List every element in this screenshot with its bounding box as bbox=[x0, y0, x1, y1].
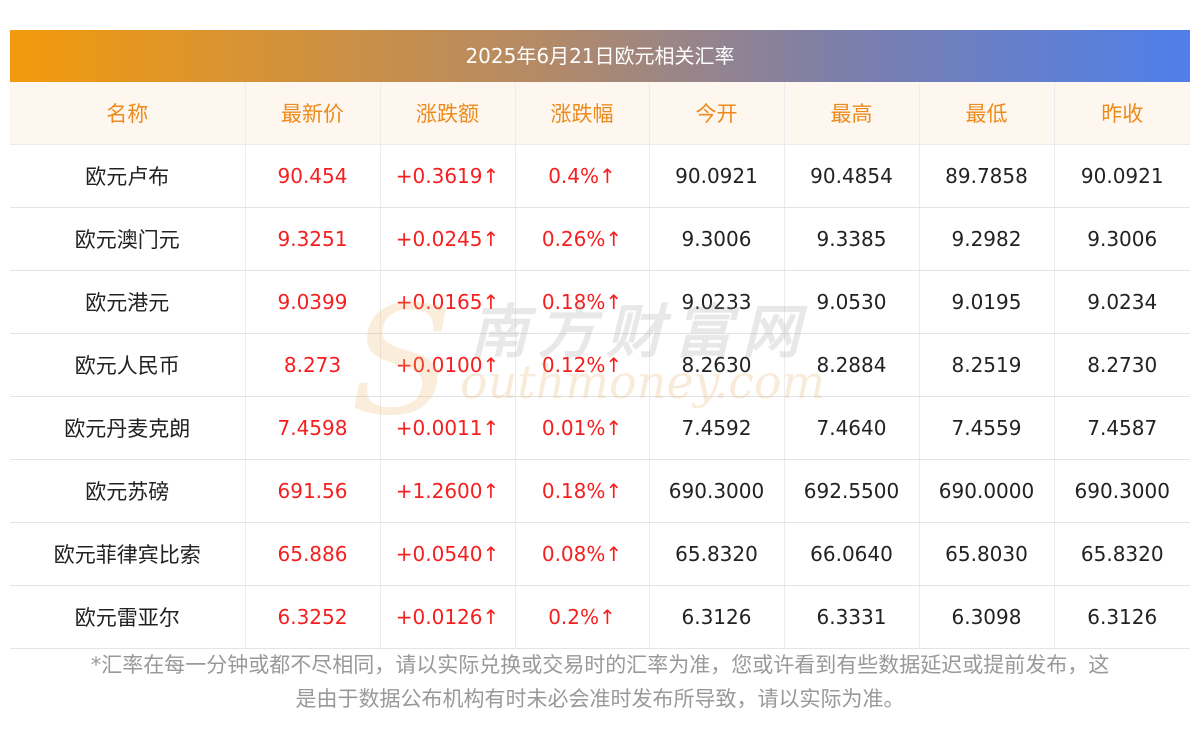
row-name: 欧元丹麦克朗 bbox=[10, 396, 246, 460]
row-high: 6.3331 bbox=[784, 585, 920, 649]
row-prev-close: 6.3126 bbox=[1054, 585, 1190, 649]
table-row: 欧元澳门元 9.3251 +0.0245↑ 0.26%↑ 9.3006 9.33… bbox=[10, 207, 1190, 271]
row-change: +1.2600↑ bbox=[380, 459, 516, 523]
table-row: 欧元雷亚尔 6.3252 +0.0126↑ 0.2%↑ 6.3126 6.333… bbox=[10, 585, 1190, 649]
header-open: 今开 bbox=[649, 82, 785, 145]
table-row: 欧元人民币 8.273 +0.0100↑ 0.12%↑ 8.2630 8.288… bbox=[10, 333, 1190, 397]
row-low: 65.8030 bbox=[919, 522, 1055, 586]
row-high: 8.2884 bbox=[784, 333, 920, 397]
row-latest: 65.886 bbox=[245, 522, 381, 586]
row-latest: 9.3251 bbox=[245, 207, 381, 271]
table-row: 欧元菲律宾比索 65.886 +0.0540↑ 0.08%↑ 65.8320 6… bbox=[10, 522, 1190, 586]
row-open: 9.0233 bbox=[649, 270, 785, 334]
row-open: 690.3000 bbox=[649, 459, 785, 523]
row-open: 90.0921 bbox=[649, 144, 785, 208]
row-low: 8.2519 bbox=[919, 333, 1055, 397]
row-open: 7.4592 bbox=[649, 396, 785, 460]
row-latest: 691.56 bbox=[245, 459, 381, 523]
row-high: 692.5500 bbox=[784, 459, 920, 523]
row-latest: 8.273 bbox=[245, 333, 381, 397]
row-low: 6.3098 bbox=[919, 585, 1055, 649]
disclaimer-note: *汇率在每一分钟或都不尽相同，请以实际兑换或交易时的汇率为准，您或许看到有些数据… bbox=[10, 648, 1190, 716]
table-row: 欧元卢布 90.454 +0.3619↑ 0.4%↑ 90.0921 90.48… bbox=[10, 144, 1190, 208]
row-high: 7.4640 bbox=[784, 396, 920, 460]
row-change: +0.0245↑ bbox=[380, 207, 516, 271]
row-latest: 6.3252 bbox=[245, 585, 381, 649]
row-change-pct: 0.4%↑ bbox=[515, 144, 650, 208]
table-row: 欧元苏磅 691.56 +1.2600↑ 0.18%↑ 690.3000 692… bbox=[10, 459, 1190, 523]
row-name: 欧元澳门元 bbox=[10, 207, 246, 271]
header-low: 最低 bbox=[919, 82, 1055, 145]
header-name: 名称 bbox=[10, 82, 246, 145]
row-prev-close: 9.3006 bbox=[1054, 207, 1190, 271]
header-high: 最高 bbox=[784, 82, 920, 145]
row-low: 7.4559 bbox=[919, 396, 1055, 460]
rates-panel: 2025年6月21日欧元相关汇率 名称 最新价 涨跌额 涨跌幅 今开 最高 最低… bbox=[10, 30, 1190, 649]
row-low: 9.2982 bbox=[919, 207, 1055, 271]
row-high: 9.0530 bbox=[784, 270, 920, 334]
row-name: 欧元雷亚尔 bbox=[10, 585, 246, 649]
row-latest: 7.4598 bbox=[245, 396, 381, 460]
row-prev-close: 8.2730 bbox=[1054, 333, 1190, 397]
table-row: 欧元港元 9.0399 +0.0165↑ 0.18%↑ 9.0233 9.053… bbox=[10, 270, 1190, 334]
row-name: 欧元菲律宾比索 bbox=[10, 522, 246, 586]
row-low: 690.0000 bbox=[919, 459, 1055, 523]
row-high: 90.4854 bbox=[784, 144, 920, 208]
row-change-pct: 0.01%↑ bbox=[515, 396, 650, 460]
row-prev-close: 7.4587 bbox=[1054, 396, 1190, 460]
header-prev-close: 昨收 bbox=[1054, 82, 1190, 145]
row-high: 66.0640 bbox=[784, 522, 920, 586]
header-latest: 最新价 bbox=[245, 82, 381, 145]
row-change-pct: 0.18%↑ bbox=[515, 459, 650, 523]
header-change: 涨跌额 bbox=[380, 82, 516, 145]
row-change: +0.0100↑ bbox=[380, 333, 516, 397]
row-change: +0.3619↑ bbox=[380, 144, 516, 208]
row-open: 8.2630 bbox=[649, 333, 785, 397]
row-change-pct: 0.26%↑ bbox=[515, 207, 650, 271]
row-open: 9.3006 bbox=[649, 207, 785, 271]
row-latest: 90.454 bbox=[245, 144, 381, 208]
row-prev-close: 690.3000 bbox=[1054, 459, 1190, 523]
row-change-pct: 0.08%↑ bbox=[515, 522, 650, 586]
row-name: 欧元人民币 bbox=[10, 333, 246, 397]
row-low: 9.0195 bbox=[919, 270, 1055, 334]
row-change-pct: 0.2%↑ bbox=[515, 585, 650, 649]
row-high: 9.3385 bbox=[784, 207, 920, 271]
row-open: 65.8320 bbox=[649, 522, 785, 586]
row-prev-close: 90.0921 bbox=[1054, 144, 1190, 208]
row-prev-close: 65.8320 bbox=[1054, 522, 1190, 586]
rates-table: 名称 最新价 涨跌额 涨跌幅 今开 最高 最低 昨收 欧元卢布 90.454 +… bbox=[10, 82, 1190, 649]
row-latest: 9.0399 bbox=[245, 270, 381, 334]
row-change: +0.0011↑ bbox=[380, 396, 516, 460]
row-name: 欧元港元 bbox=[10, 270, 246, 334]
table-header-row: 名称 最新价 涨跌额 涨跌幅 今开 最高 最低 昨收 bbox=[10, 82, 1190, 145]
row-change-pct: 0.12%↑ bbox=[515, 333, 650, 397]
disclaimer-line-1: *汇率在每一分钟或都不尽相同，请以实际兑换或交易时的汇率为准，您或许看到有些数据… bbox=[90, 653, 1110, 677]
row-low: 89.7858 bbox=[919, 144, 1055, 208]
row-change: +0.0165↑ bbox=[380, 270, 516, 334]
page-title: 2025年6月21日欧元相关汇率 bbox=[10, 30, 1190, 82]
row-change: +0.0540↑ bbox=[380, 522, 516, 586]
row-change: +0.0126↑ bbox=[380, 585, 516, 649]
disclaimer-line-2: 是由于数据公布机构有时未必会准时发布所导致，请以实际为准。 bbox=[295, 687, 905, 711]
row-name: 欧元苏磅 bbox=[10, 459, 246, 523]
header-change-pct: 涨跌幅 bbox=[515, 82, 650, 145]
row-name: 欧元卢布 bbox=[10, 144, 246, 208]
table-row: 欧元丹麦克朗 7.4598 +0.0011↑ 0.01%↑ 7.4592 7.4… bbox=[10, 396, 1190, 460]
row-open: 6.3126 bbox=[649, 585, 785, 649]
row-change-pct: 0.18%↑ bbox=[515, 270, 650, 334]
row-prev-close: 9.0234 bbox=[1054, 270, 1190, 334]
